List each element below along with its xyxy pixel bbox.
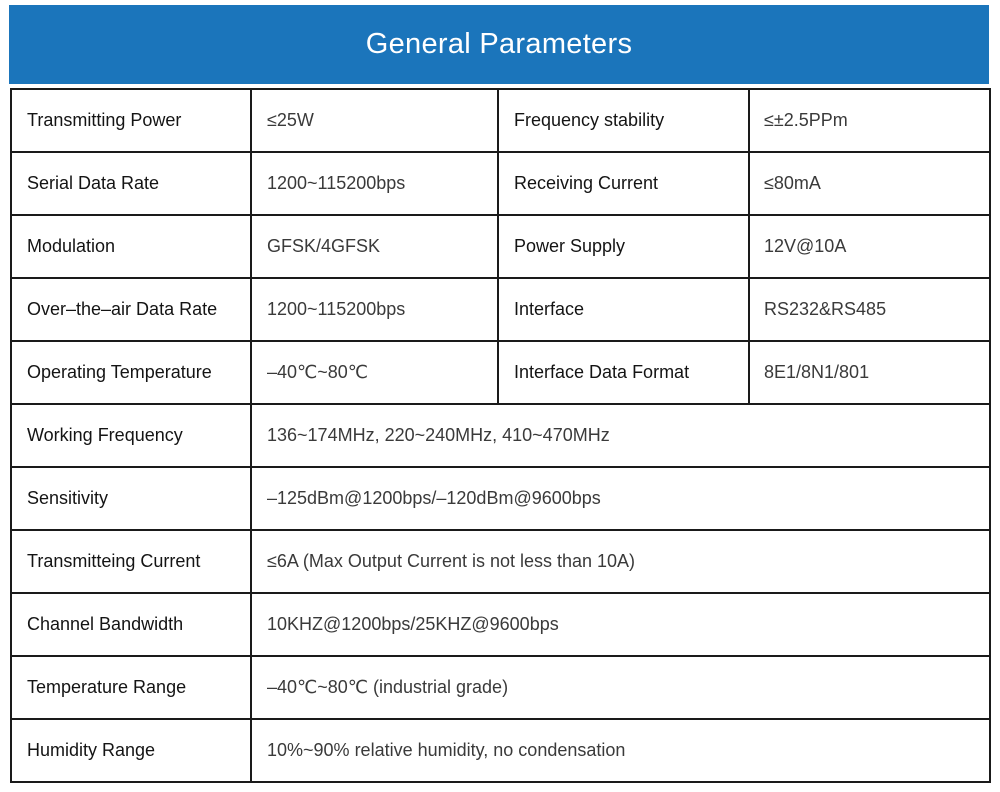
- param-label: Power Supply: [497, 214, 750, 279]
- param-label: Transmitteing Current: [10, 529, 252, 594]
- table-row: Working Frequency 136~174MHz, 220~240MHz…: [10, 403, 991, 468]
- param-value: –125dBm@1200bps/–120dBm@9600bps: [250, 466, 991, 531]
- param-value: 1200~115200bps: [250, 277, 499, 342]
- param-label: Working Frequency: [10, 403, 252, 468]
- table-row: Transmitting Power ≤25W Frequency stabil…: [10, 88, 991, 153]
- param-value: ≤25W: [250, 88, 499, 153]
- param-label: Operating Temperature: [10, 340, 252, 405]
- table-row: Humidity Range 10%~90% relative humidity…: [10, 718, 991, 783]
- param-value: ≤±2.5PPm: [748, 88, 991, 153]
- param-label: Transmitting Power: [10, 88, 252, 153]
- table-row: Channel Bandwidth 10KHZ@1200bps/25KHZ@96…: [10, 592, 991, 657]
- table-row: Modulation GFSK/4GFSK Power Supply 12V@1…: [10, 214, 991, 279]
- param-value: 8E1/8N1/801: [748, 340, 991, 405]
- parameters-table: Transmitting Power ≤25W Frequency stabil…: [10, 88, 991, 783]
- param-value: 10KHZ@1200bps/25KHZ@9600bps: [250, 592, 991, 657]
- param-value: GFSK/4GFSK: [250, 214, 499, 279]
- page-title: General Parameters: [365, 28, 633, 60]
- param-label: Interface Data Format: [497, 340, 750, 405]
- table-row: Serial Data Rate 1200~115200bps Receivin…: [10, 151, 991, 216]
- table-row: Transmitteing Current ≤6A (Max Output Cu…: [10, 529, 991, 594]
- param-label: Temperature Range: [10, 655, 252, 720]
- param-label: Receiving Current: [497, 151, 750, 216]
- param-label: Channel Bandwidth: [10, 592, 252, 657]
- param-value: RS232&RS485: [748, 277, 991, 342]
- param-label: Over–the–air Data Rate: [10, 277, 252, 342]
- param-value: 136~174MHz, 220~240MHz, 410~470MHz: [250, 403, 991, 468]
- table-row: Over–the–air Data Rate 1200~115200bps In…: [10, 277, 991, 342]
- table-title-bar: General Parameters: [9, 5, 989, 84]
- param-value: –40℃~80℃ (industrial grade): [250, 655, 991, 720]
- table-row: Temperature Range –40℃~80℃ (industrial g…: [10, 655, 991, 720]
- param-value: 12V@10A: [748, 214, 991, 279]
- param-label: Serial Data Rate: [10, 151, 252, 216]
- param-value: –40℃~80℃: [250, 340, 499, 405]
- table-row: Sensitivity –125dBm@1200bps/–120dBm@9600…: [10, 466, 991, 531]
- param-label: Interface: [497, 277, 750, 342]
- param-value: ≤6A (Max Output Current is not less than…: [250, 529, 991, 594]
- table-row: Operating Temperature –40℃~80℃ Interface…: [10, 340, 991, 405]
- param-value: ≤80mA: [748, 151, 991, 216]
- param-value: 1200~115200bps: [250, 151, 499, 216]
- param-label: Humidity Range: [10, 718, 252, 783]
- param-label: Sensitivity: [10, 466, 252, 531]
- param-value: 10%~90% relative humidity, no condensati…: [250, 718, 991, 783]
- param-label: Modulation: [10, 214, 252, 279]
- param-label: Frequency stability: [497, 88, 750, 153]
